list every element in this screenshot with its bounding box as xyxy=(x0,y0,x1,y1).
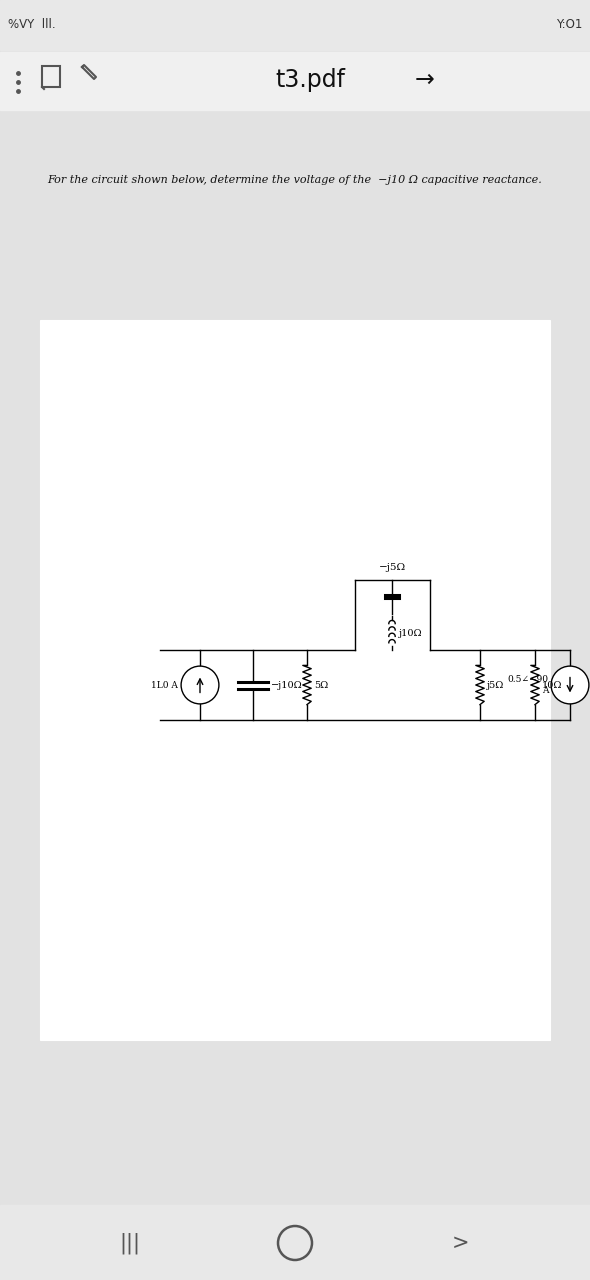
Text: |||: ||| xyxy=(120,1233,140,1253)
Circle shape xyxy=(551,666,589,704)
Text: j5Ω: j5Ω xyxy=(487,681,504,690)
Text: For the circuit shown below, determine the voltage of the  −j10 Ω capacitive rea: For the circuit shown below, determine t… xyxy=(48,175,542,186)
Bar xyxy=(0,52,590,110)
Bar xyxy=(0,1204,590,1280)
Text: 5Ω: 5Ω xyxy=(314,681,329,690)
Text: →: → xyxy=(415,68,435,92)
Text: 10Ω: 10Ω xyxy=(542,681,563,690)
Text: 0.5∠−90
A: 0.5∠−90 A xyxy=(507,676,548,695)
Text: −j10Ω: −j10Ω xyxy=(271,681,303,690)
Text: 1L0 A: 1L0 A xyxy=(151,681,178,690)
Text: >: > xyxy=(451,1233,468,1253)
Bar xyxy=(40,320,550,1039)
Text: t3.pdf: t3.pdf xyxy=(275,68,345,92)
Text: %VY  lll.: %VY lll. xyxy=(8,18,55,31)
Text: Y:O1: Y:O1 xyxy=(556,18,582,31)
Text: −j5Ω: −j5Ω xyxy=(378,563,405,572)
Bar xyxy=(0,0,590,50)
Circle shape xyxy=(181,666,219,704)
Text: j10Ω: j10Ω xyxy=(399,628,422,637)
